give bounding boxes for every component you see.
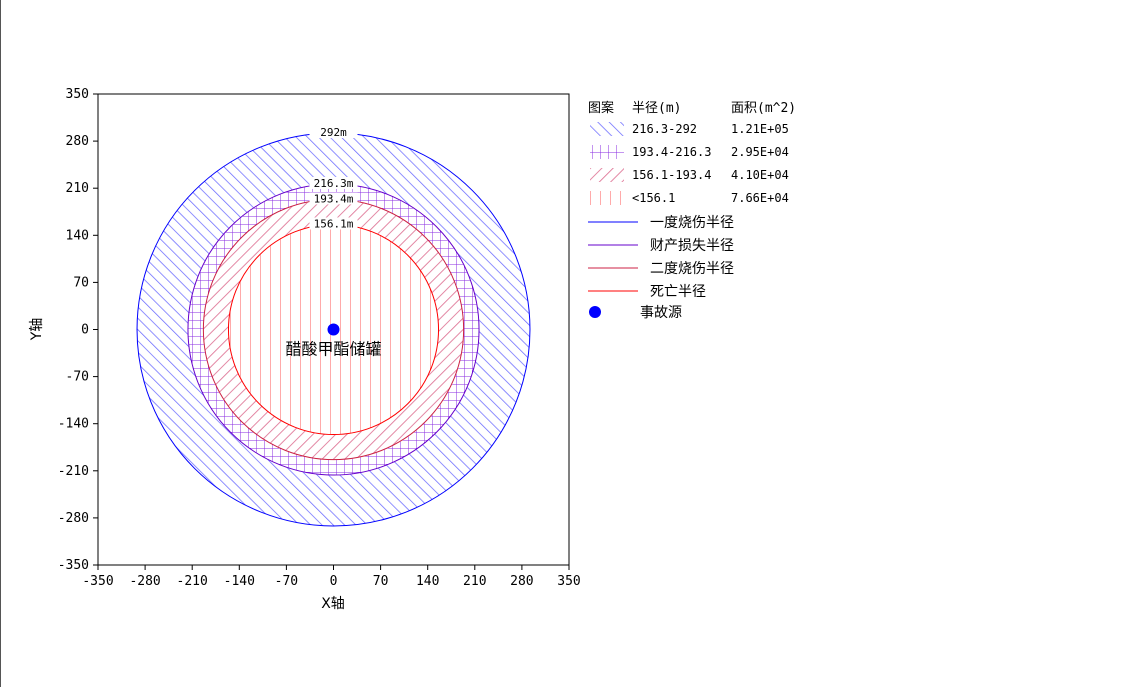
x-tick-label: 210 (463, 574, 486, 589)
ring-label-bg (309, 126, 358, 139)
source-layer: 醋酸甲酯储罐 (285, 323, 382, 359)
accident-source-marker (327, 323, 340, 336)
x-tick-label: -210 (177, 574, 208, 589)
x-tick-label: -280 (129, 574, 160, 589)
y-tick-label: -280 (58, 511, 89, 526)
legend-header-pattern: 图案 (588, 101, 614, 116)
legend-swatch (590, 191, 624, 205)
legend-swatch (590, 122, 624, 136)
y-tick-label: -210 (58, 464, 89, 479)
ring-label-bg (309, 176, 358, 189)
legend-swatch (590, 145, 624, 159)
y-tick-label: 210 (66, 181, 89, 196)
legend-radius: <156.1 (632, 191, 675, 205)
legend: 图案 半径(m) 面积(m^2) 216.3-292 1.21E+05 193.4-… (588, 101, 796, 321)
y-axis-title: Y轴 (29, 318, 45, 342)
x-tick-label: -70 (275, 574, 298, 589)
legend-swatch (590, 168, 624, 182)
x-tick-label: -350 (82, 574, 113, 589)
x-tick-label: 140 (416, 574, 439, 589)
y-tick-label: 280 (66, 134, 89, 149)
legend-header-radius: 半径(m) (632, 101, 681, 116)
legend-source-marker (589, 306, 601, 318)
ring-label-bg (309, 217, 358, 230)
y-tick-label: -350 (58, 558, 89, 573)
y-axis: 350 280 210 140 70 0 -70 -140 -210 -280 -350 (58, 87, 98, 573)
y-tick-label: 70 (73, 275, 89, 290)
y-tick-label: 0 (81, 323, 89, 338)
x-axis: -350 -280 -210 -140 -70 0 70 140 210 280 350 (82, 565, 581, 589)
window-border (0, 0, 1, 687)
x-tick-label: 0 (330, 574, 338, 589)
legend-area: 4.10E+04 (731, 168, 789, 182)
y-tick-label: 140 (66, 228, 89, 243)
y-tick-label: -70 (66, 370, 89, 385)
legend-source-label: 事故源 (640, 305, 682, 321)
x-tick-label: 280 (510, 574, 533, 589)
legend-line-label: 二度烧伤半径 (650, 261, 734, 277)
legend-radius: 193.4-216.3 (632, 145, 711, 159)
legend-radius: 156.1-193.4 (632, 168, 711, 182)
source-label: 醋酸甲酯储罐 (285, 340, 381, 359)
x-tick-label: -140 (224, 574, 255, 589)
ring-label: 193.4m (314, 192, 354, 205)
ring-label-bg (309, 192, 358, 205)
ring-label: 216.3m (314, 177, 354, 190)
x-axis-title: X轴 (321, 596, 345, 612)
x-tick-label: 350 (557, 574, 580, 589)
legend-line-label: 财产损失半径 (650, 238, 734, 254)
x-tick-label: 70 (373, 574, 389, 589)
ring-label: 292m (320, 126, 347, 139)
legend-area: 1.21E+05 (731, 122, 789, 136)
legend-line-label: 一度烧伤半径 (650, 215, 734, 231)
legend-area: 7.66E+04 (731, 191, 789, 205)
y-tick-label: -140 (58, 417, 89, 432)
y-tick-label: 350 (66, 87, 89, 102)
ring-labels: 292m 216.3m 193.4m 156.1m (309, 126, 358, 230)
ring-label: 156.1m (314, 217, 354, 230)
legend-radius: 216.3-292 (632, 122, 697, 136)
legend-area: 2.95E+04 (731, 145, 789, 159)
legend-header-area: 面积(m^2) (731, 101, 796, 116)
legend-line-label: 死亡半径 (650, 284, 706, 300)
